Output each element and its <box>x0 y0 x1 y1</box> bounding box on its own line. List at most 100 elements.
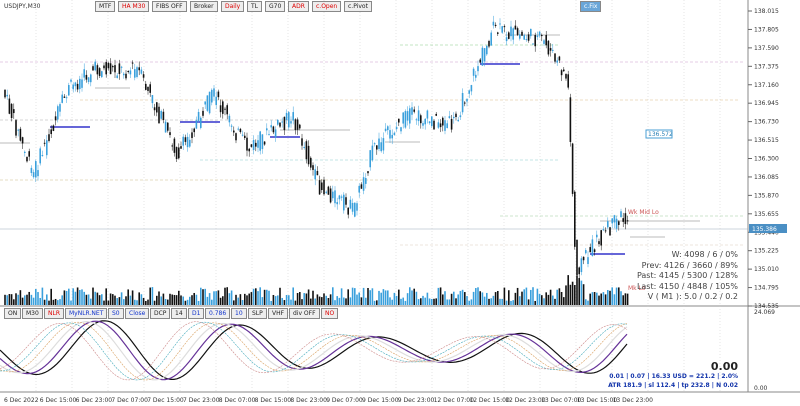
volume-bar <box>206 296 209 305</box>
candle-body <box>197 111 200 121</box>
volume-bar <box>413 288 415 305</box>
date-label: 8 Dec 23:00 <box>290 397 327 404</box>
bottom-button[interactable]: 10 <box>231 308 247 319</box>
candle-body <box>169 132 171 136</box>
volume-bar <box>83 291 85 305</box>
candle-body <box>28 151 30 157</box>
bottom-button[interactable]: D1 <box>188 308 205 319</box>
volume-bar <box>609 290 611 305</box>
candle-body <box>395 127 398 130</box>
top-button[interactable]: G70 <box>265 1 286 12</box>
volume-bar <box>600 293 602 305</box>
candle-body <box>329 188 332 203</box>
volume-bar <box>164 298 167 305</box>
candle-body <box>266 128 268 131</box>
candle-body <box>556 60 558 63</box>
candle-body <box>598 241 600 245</box>
volume-bar <box>250 292 253 305</box>
volume-bar <box>466 296 468 305</box>
candle-body <box>180 146 182 149</box>
volume-bar <box>620 291 622 305</box>
price-label: 135.870 <box>754 192 779 199</box>
candle-body <box>602 229 605 231</box>
bottom-button[interactable]: Close <box>125 308 150 319</box>
bottom-button[interactable]: DCP <box>150 308 171 319</box>
volume-bar <box>173 294 176 305</box>
osc-axis-label: 0.00 <box>754 385 768 392</box>
volume-bar <box>222 296 224 305</box>
date-label: 12 Dec 23:00 <box>505 397 546 404</box>
info-line: Past: 4145 / 5300 / 128% <box>636 271 738 280</box>
volume-bar <box>182 296 184 305</box>
volume-bar <box>389 297 391 305</box>
volume-bar <box>94 291 96 305</box>
candle-body <box>446 123 448 129</box>
volume-bar <box>241 300 244 305</box>
volume-bar <box>193 292 195 305</box>
candle-body <box>569 97 572 142</box>
bottom-button[interactable]: ON <box>4 308 22 319</box>
top-button[interactable]: MTF <box>95 1 116 12</box>
volume-bar <box>508 290 510 305</box>
bottom-button[interactable]: MyNLR.NET <box>65 308 108 319</box>
bottom-button[interactable]: S0 <box>108 308 124 319</box>
volume-bar <box>459 290 462 305</box>
volume-bar <box>521 291 523 305</box>
candle-body <box>151 95 154 104</box>
top-button[interactable]: TL <box>247 1 263 12</box>
candle-body <box>448 116 451 119</box>
bottom-button[interactable]: NO <box>321 308 339 319</box>
volume-bar <box>208 293 211 305</box>
volume-bar <box>398 289 400 305</box>
bottom-button[interactable]: VHF <box>268 308 289 319</box>
candle-body <box>387 126 389 131</box>
bottom-button[interactable]: NLR <box>44 308 64 319</box>
candle-body <box>131 62 134 64</box>
candle-body <box>604 230 607 232</box>
candle-body <box>413 109 415 112</box>
date-label: 6 Dec 2022 <box>4 397 39 404</box>
fix-button[interactable]: c.Fix <box>580 1 602 12</box>
volume-bar <box>87 294 90 305</box>
bottom-button[interactable]: div OFF <box>289 308 320 319</box>
volume-bar <box>263 289 266 305</box>
candle-body <box>182 136 184 146</box>
oscillator-line <box>0 320 628 381</box>
candle-body <box>534 35 536 47</box>
candle-body <box>244 135 246 138</box>
candle-body <box>424 118 426 125</box>
price-label: 134.535 <box>754 303 779 310</box>
volume-bar <box>255 288 257 305</box>
candle-body <box>505 37 508 42</box>
candle-body <box>574 191 576 247</box>
volume-bar <box>21 297 24 305</box>
top-button[interactable]: FIBS OFF <box>152 1 187 12</box>
bottom-button[interactable]: M30 <box>22 308 43 319</box>
volume-bar <box>81 289 83 305</box>
volume-bar <box>90 298 92 305</box>
top-button[interactable]: Daily <box>221 1 245 12</box>
bottom-button[interactable]: SLP <box>248 308 267 319</box>
volume-bar <box>607 289 609 305</box>
candle-body <box>501 26 503 33</box>
volume-bar <box>587 300 589 305</box>
volume-bar <box>233 300 235 305</box>
candle-body <box>415 119 418 121</box>
volume-bar <box>127 289 129 305</box>
top-button[interactable]: c.Pivot <box>344 1 372 12</box>
top-button[interactable]: ADR <box>288 1 309 12</box>
volume-bar <box>191 295 193 305</box>
top-button[interactable]: c.Open <box>312 1 342 12</box>
volume-bar <box>13 299 15 305</box>
volume-bar <box>204 288 206 305</box>
volume-bar <box>323 293 325 305</box>
candle-body <box>332 191 334 199</box>
bottom-button[interactable]: 14 <box>171 308 187 319</box>
marker-price-box <box>645 129 673 139</box>
volume-bar <box>479 291 481 305</box>
date-label: 7 Dec 07:00 <box>111 397 148 404</box>
candle-body <box>123 73 125 76</box>
bottom-button[interactable]: 0.786 <box>205 308 231 319</box>
top-button[interactable]: HA M30 <box>118 1 150 12</box>
top-button[interactable]: Broker <box>190 1 218 12</box>
